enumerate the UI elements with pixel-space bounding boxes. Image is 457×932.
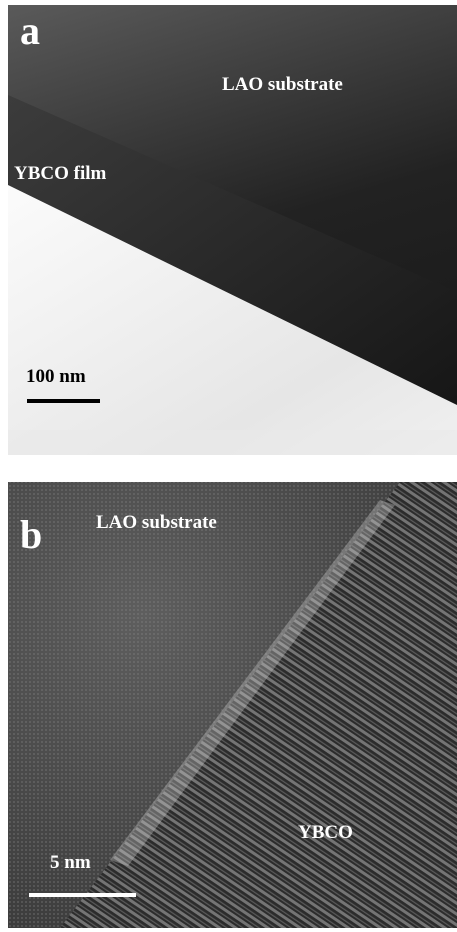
film-stripes [60,482,457,928]
annotation: YBCO film [14,163,107,184]
scale-bar [27,399,100,403]
film-band [8,95,457,405]
interface-glow [110,500,395,866]
bottom-strip [8,430,457,455]
annotation: YBCO [298,822,353,843]
panel-label: a [20,8,40,53]
panel-label: b [20,512,42,557]
panel-b: b LAO substrate YBCO 5 nm [8,482,457,928]
annotation: LAO substrate [96,512,217,533]
panel-a: a LAO substrate YBCO film 100 nm [8,5,457,455]
scale-bar-label: 5 nm [50,852,91,873]
scale-bar [29,893,136,897]
scale-bar-label: 100 nm [26,366,86,387]
annotation: LAO substrate [222,74,343,95]
bright-region [8,185,457,455]
